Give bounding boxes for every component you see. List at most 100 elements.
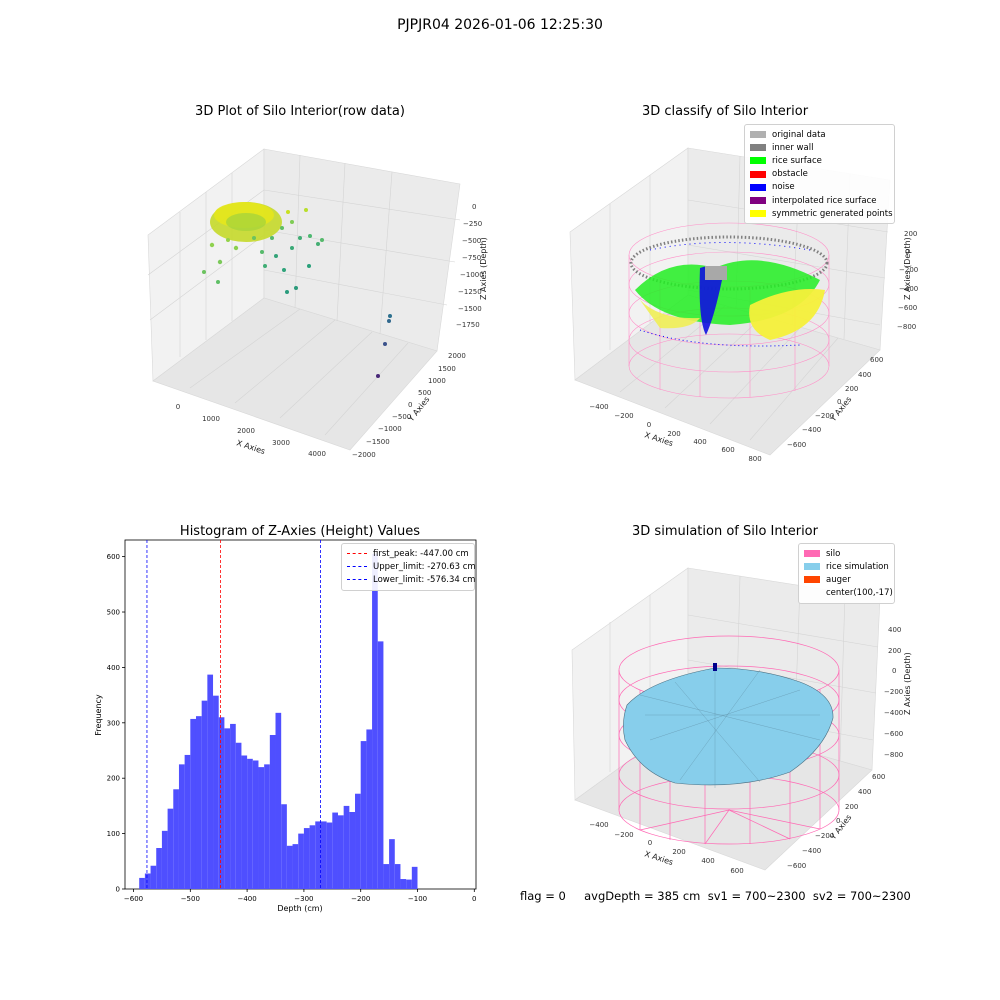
hist-bar (411, 866, 418, 889)
svg-text:−400: −400 (899, 285, 918, 293)
hist-y-tick-label: 300 (107, 719, 120, 727)
hist-bar (184, 754, 191, 889)
hist-bar (360, 741, 367, 889)
plot2-inner-wall (629, 235, 829, 291)
svg-text:200: 200 (845, 803, 858, 811)
svg-text:1000: 1000 (202, 415, 220, 423)
swatch-noise (750, 183, 766, 191)
line-lower-limit (347, 579, 367, 581)
hist-x-tick-label: −400 (237, 895, 256, 903)
svg-text:−800: −800 (897, 323, 916, 331)
svg-text:400: 400 (701, 857, 714, 865)
swatch-rice-surface (750, 157, 766, 165)
svg-text:0: 0 (836, 817, 840, 825)
hist-y-tick-label: 0 (116, 886, 120, 894)
hist-bar (178, 764, 185, 889)
hist-bar (383, 864, 390, 889)
plot4-legend: silo rice simulation auger center(100,-1… (798, 543, 895, 604)
plot2-z-ticks: 200 0 −200 −400 −600 −800 (897, 230, 918, 331)
hist-bar (230, 723, 236, 889)
legend-item-auger: auger (804, 573, 889, 586)
svg-text:−600: −600 (787, 441, 806, 449)
legend-item-noise: noise (750, 181, 889, 194)
svg-text:−200: −200 (815, 412, 834, 420)
line-first-peak (347, 553, 367, 555)
hist-bar (315, 821, 321, 889)
hist-bar (292, 844, 299, 889)
hist-bar (309, 825, 316, 889)
hist-bar (349, 811, 356, 889)
legend-item-obstacle: obstacle (750, 168, 889, 181)
hist-bar (400, 879, 407, 889)
svg-text:−1750: −1750 (456, 321, 480, 329)
svg-text:−1250: −1250 (458, 288, 482, 296)
svg-text:0: 0 (647, 421, 651, 429)
hist-y-tick-label: 600 (107, 553, 120, 561)
hist-x-tick-label: 0 (472, 895, 476, 903)
hist-bar (343, 805, 350, 889)
svg-text:0: 0 (837, 398, 841, 406)
hist-bar (167, 808, 174, 889)
plot1-axes-panes (147, 148, 461, 451)
svg-text:−500: −500 (392, 413, 411, 421)
hist-bar (275, 712, 282, 889)
svg-text:0: 0 (472, 203, 476, 211)
svg-text:−600: −600 (787, 862, 806, 870)
svg-text:−400: −400 (802, 847, 821, 855)
legend-item-center: center(100,-17) (804, 587, 893, 600)
legend-item-symmetric-generated-points: symmetric generated points (750, 207, 893, 220)
plot1-z-ticks: 0 −250 −500 −750 −1000 −1250 −1500 −1750 (456, 203, 484, 329)
svg-text:−400: −400 (589, 403, 608, 411)
svg-text:−1000: −1000 (378, 425, 402, 433)
svg-text:−200: −200 (815, 832, 834, 840)
svg-text:−200: −200 (899, 266, 918, 274)
hist-vlines (146, 540, 321, 889)
svg-text:−400: −400 (884, 709, 903, 717)
svg-text:0: 0 (408, 401, 412, 409)
swatch-obstacle (750, 170, 766, 178)
hist-bar (281, 804, 287, 889)
svg-text:500: 500 (418, 389, 431, 397)
svg-text:400: 400 (858, 788, 871, 796)
legend-item-original-data: original data (750, 128, 889, 141)
plot1-ylabel: Y Axies (406, 395, 432, 424)
plot3-ylabel: Frequency (94, 694, 103, 736)
plot4-title: 3D simulation of Silo Interior (632, 524, 818, 539)
swatch-symmetric-generated-points (750, 210, 766, 218)
svg-text:−400: −400 (802, 426, 821, 434)
svg-text:2000: 2000 (448, 352, 466, 360)
hist-bar (320, 821, 327, 889)
plot4-surface-mesh (639, 669, 821, 788)
hist-bar (190, 718, 196, 889)
hist-y-tick-label: 500 (107, 609, 120, 617)
svg-text:−200: −200 (884, 688, 903, 696)
legend-item-first-peak: first_peak: -447.00 cm (347, 547, 469, 560)
svg-text:−600: −600 (898, 304, 917, 312)
svg-text:400: 400 (858, 371, 871, 379)
svg-text:200: 200 (667, 430, 680, 438)
hist-bar (258, 767, 265, 889)
plot2-3d-scatter: −400 −200 0 200 400 600 800 X Axies 600 … (569, 147, 918, 463)
hist-bar (252, 760, 259, 889)
plot1-zlabel: Z Axies (Depth) (479, 237, 488, 300)
legend-item-rice-simulation: rice simulation (804, 560, 889, 573)
footer-status-text: flag = 0 avgDepth = 385 cm sv1 = 700~230… (520, 889, 911, 903)
plot4-x-ticks: −400 −200 0 200 400 600 (589, 821, 743, 875)
plot1-y-ticks: 2000 1500 1000 500 0 −500 −1000 −1500 −2… (352, 352, 466, 459)
plot1-x-ticks: 0 1000 2000 3000 4000 (176, 403, 326, 458)
plot3-legend: first_peak: -447.00 cm Upper_limit: -270… (341, 543, 476, 591)
line-upper-limit (347, 566, 367, 568)
svg-text:−200: −200 (614, 831, 633, 839)
plot4-z-ticks: 400 200 0 −200 −400 −600 −800 (884, 626, 903, 759)
svg-text:400: 400 (693, 438, 706, 446)
svg-text:1000: 1000 (428, 377, 446, 385)
swatch-inner-wall (750, 144, 766, 152)
svg-text:0: 0 (892, 667, 896, 675)
plot2-y-ticks: 600 400 200 0 −200 −400 −600 (787, 356, 883, 449)
svg-text:800: 800 (748, 455, 761, 463)
svg-text:4000: 4000 (308, 450, 326, 458)
svg-text:600: 600 (870, 356, 883, 364)
svg-text:−1500: −1500 (458, 305, 482, 313)
plot4-auger-marker (713, 663, 717, 671)
hist-bar (377, 641, 384, 889)
